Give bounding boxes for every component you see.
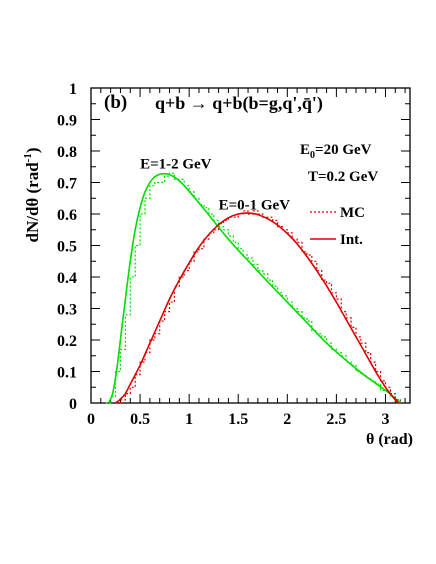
series-int-e-0-1-gev — [115, 212, 400, 404]
info-e0: E0=20 GeV — [300, 142, 372, 161]
x-axis-ticks: 0 0.5 1 1.5 2 2.5 3 — [87, 88, 406, 428]
x-tick-label: 2.5 — [326, 411, 346, 428]
y-tick-label: 0.1 — [57, 365, 77, 382]
panel-label: (b) — [104, 92, 127, 113]
x-axis-label: θ (rad) — [366, 431, 413, 448]
y-tick-label: 1 — [69, 81, 77, 98]
chart-title: q+b → q+b(b=g,q',q̄') — [155, 93, 323, 114]
y-tick-label: 0 — [69, 396, 77, 413]
y-tick-label: 0.9 — [57, 113, 77, 130]
y-tick-label: 0.6 — [57, 207, 77, 224]
y-axis-label-sup: -1 — [22, 153, 34, 162]
y-tick-label: 0.7 — [57, 176, 77, 193]
y-tick-label: 0.8 — [57, 144, 77, 161]
y-axis-label: dN/dθ (rad-1) — [22, 147, 42, 242]
y-tick-label: 0.3 — [57, 302, 77, 319]
y-axis-label-main: dN/dθ (rad — [23, 162, 42, 243]
y-tick-label: 0.2 — [57, 333, 77, 350]
y-tick-label: 0.4 — [57, 270, 77, 287]
y-tick-label: 0.5 — [57, 239, 77, 256]
y-axis-label-close: ) — [23, 147, 42, 153]
x-tick-label: 1 — [185, 411, 193, 428]
info-temperature: T=0.2 GeV — [308, 169, 378, 185]
x-tick-label: 2 — [283, 411, 291, 428]
legend-label-int: Int. — [340, 232, 363, 248]
x-tick-label: 3 — [381, 411, 389, 428]
legend: MC Int. — [310, 205, 365, 248]
x-tick-label: 0.5 — [130, 411, 150, 428]
info-e0-sub: 0 — [310, 150, 315, 161]
x-tick-label: 0 — [87, 411, 95, 428]
info-e0-rest: =20 GeV — [315, 142, 372, 158]
x-tick-label: 1.5 — [228, 411, 248, 428]
series-label-e-1-2-gev: E=1-2 GeV — [140, 156, 212, 172]
legend-label-mc: MC — [340, 205, 365, 221]
info-e0-main: E — [300, 142, 310, 158]
series-layer: E=1-2 GeV E=0-1 GeV — [105, 156, 401, 404]
series-label-e-0-1-gev: E=0-1 GeV — [219, 197, 291, 213]
series-int-e-1-2-gev — [107, 172, 400, 404]
y-axis-ticks: 0 0.1 0.2 0.3 0.4 0.5 0.6 0.7 0.8 0.9 1 — [57, 81, 410, 413]
